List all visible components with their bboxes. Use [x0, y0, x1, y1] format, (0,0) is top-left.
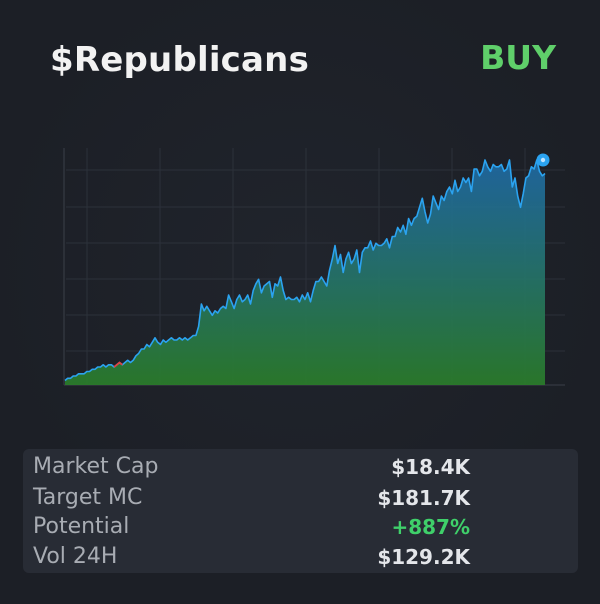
- price-area: [65, 160, 545, 385]
- stat-row-potential: Potential +887%: [23, 512, 578, 542]
- stat-row-vol-24h: Vol 24H $129.2K: [23, 542, 578, 572]
- buy-label[interactable]: BUY: [480, 38, 556, 77]
- stat-label-potential: Potential: [33, 514, 130, 539]
- stat-row-market-cap: Market Cap $18.4K: [23, 452, 578, 482]
- stats-panel: Market Cap $18.4K Target MC $181.7K Pote…: [23, 449, 578, 573]
- stat-value-target-mc: $181.7K: [377, 486, 470, 510]
- stat-value-market-cap: $18.4K: [391, 455, 470, 479]
- price-dip-segment: [113, 361, 123, 368]
- stat-label-vol-24h: Vol 24H: [33, 544, 118, 569]
- stat-label-target-mc: Target MC: [33, 485, 143, 510]
- stat-value-potential: +887%: [391, 515, 470, 539]
- last-price-marker-center: [540, 157, 546, 163]
- price-line: [64, 159, 546, 382]
- stat-label-market-cap: Market Cap: [33, 454, 159, 479]
- stat-value-vol-24h: $129.2K: [377, 545, 470, 569]
- token-title: $Republicans: [50, 40, 310, 80]
- stat-row-target-mc: Target MC $181.7K: [23, 483, 578, 513]
